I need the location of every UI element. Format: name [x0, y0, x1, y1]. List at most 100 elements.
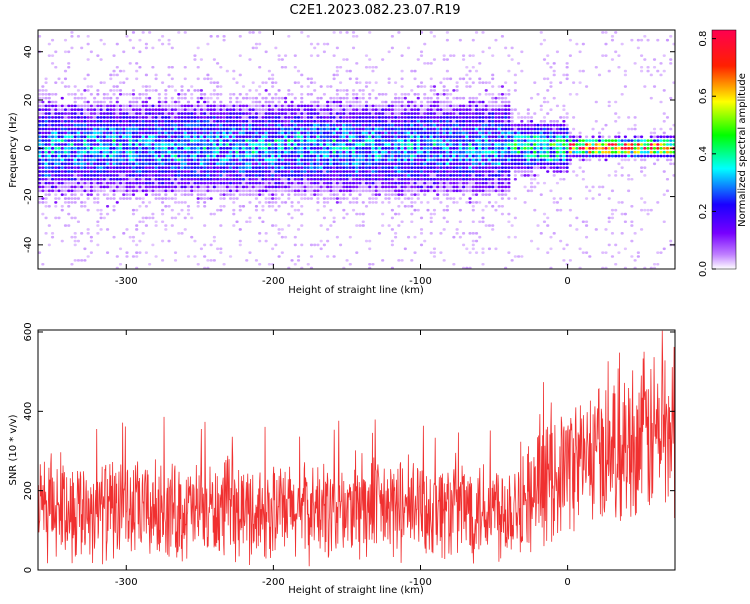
spectrogram-cell — [99, 116, 103, 119]
spectrogram-cell — [452, 139, 456, 142]
spectrogram-cell — [355, 197, 359, 200]
spectrogram-cell — [228, 112, 233, 115]
spectrogram-cell — [364, 135, 369, 139]
spectrogram-cell — [455, 189, 459, 193]
spectrogram-cell — [507, 181, 511, 185]
spectrogram-cell — [216, 92, 220, 96]
spectrogram-cell — [267, 100, 271, 104]
spectrogram-cell — [274, 193, 278, 197]
spectrogram-cell — [193, 185, 197, 189]
spectrogram-cell — [125, 170, 129, 173]
spectrogram-cell — [83, 177, 87, 181]
spectrogram-cell — [283, 166, 288, 169]
spectrogram-cell — [390, 193, 394, 197]
spectrogram-cell — [76, 239, 81, 243]
spectrogram-cell — [112, 112, 116, 115]
spectrogram-cell — [449, 127, 453, 131]
spectrogram-cell — [342, 135, 346, 139]
spectrogram-cell — [400, 131, 404, 135]
spectrogram-cell — [232, 112, 236, 115]
spectrogram-cell — [183, 147, 187, 150]
spectrogram-cell — [410, 212, 414, 216]
spectrogram-cell — [400, 162, 404, 166]
spectrogram-cell — [313, 158, 317, 162]
spectrogram-cell — [474, 166, 479, 169]
spectrogram-cell — [458, 77, 462, 81]
spectrogram-cell — [345, 259, 349, 262]
spectrogram-cell — [406, 166, 411, 169]
spectrogram-cell — [277, 100, 281, 104]
spectrogram-cell — [338, 139, 343, 142]
spectrogram-cell — [70, 185, 74, 189]
spectrogram-cell — [47, 42, 51, 46]
spectrogram-cell — [426, 96, 430, 100]
spectrogram-cell — [442, 104, 446, 108]
spectrogram-cell — [423, 147, 427, 150]
spectrogram-cell — [491, 174, 495, 177]
spectrogram-cell — [449, 154, 453, 158]
spectrogram-cell — [112, 166, 116, 169]
spectrogram-cell — [494, 131, 498, 135]
spectrogram-cell — [93, 96, 97, 100]
spectrogram-cell — [429, 170, 433, 173]
spectrogram-cell — [449, 54, 453, 57]
spectrogram-cell — [105, 154, 110, 158]
spectrogram-cell — [358, 212, 362, 216]
spectrogram-cell — [555, 143, 560, 146]
spectrogram-cell — [109, 150, 113, 154]
spectrogram-cell — [513, 139, 517, 142]
spectrogram-cell — [131, 120, 136, 123]
spectrogram-cell — [258, 162, 262, 166]
spectrogram-cell — [105, 150, 110, 154]
spectrogram-cell — [497, 123, 501, 127]
spectrogram-cell — [254, 46, 259, 50]
spectrogram-cell — [364, 177, 369, 181]
spectrogram-cell — [261, 123, 265, 127]
spectrogram-cell — [303, 143, 307, 146]
spectrogram-cell — [348, 170, 352, 173]
spectrogram-cell — [148, 112, 152, 115]
spectrogram-cell — [170, 104, 174, 108]
spectrogram-cell — [167, 85, 171, 88]
spectrogram-cell — [271, 197, 275, 200]
spectrogram-cell — [148, 154, 152, 158]
spectrogram-cell — [193, 147, 197, 150]
spectrogram-cell — [193, 174, 197, 177]
spectrogram-cell — [212, 174, 216, 177]
spectrogram-cell — [258, 131, 262, 135]
spectrogram-cell — [280, 193, 284, 197]
spectrogram-cell — [173, 100, 178, 104]
spectrogram-cell — [306, 127, 310, 131]
spectrogram-cell — [536, 139, 540, 142]
spectrogram-cell — [478, 116, 482, 119]
spectrogram-cell — [160, 174, 165, 177]
spectrogram-cell — [99, 170, 103, 173]
spectrogram-cell — [219, 127, 223, 131]
spectrogram-cell — [219, 92, 223, 96]
spectrogram-cell — [128, 104, 132, 108]
spectrogram-cell — [199, 166, 204, 169]
spectrogram-cell — [465, 135, 469, 139]
spectrogram-cell — [148, 181, 152, 185]
spectrogram-cell — [309, 158, 314, 162]
spectrogram-cell — [458, 174, 462, 177]
spectrogram-cell — [351, 162, 356, 166]
spectrogram-cell — [413, 92, 417, 96]
spectrogram-cell — [245, 259, 249, 262]
spectrogram-cell — [319, 116, 323, 119]
spectrogram-cell — [546, 166, 550, 169]
spectrogram-cell — [549, 162, 553, 166]
spectrogram-cell — [309, 123, 314, 127]
spectrogram-cell — [245, 123, 249, 127]
spectrogram-cell — [332, 166, 336, 169]
spectrogram-cell — [500, 100, 505, 104]
spectrogram-cell — [400, 170, 404, 173]
spectrogram-cell — [384, 197, 388, 200]
spectrogram-cell — [303, 197, 307, 200]
spectrogram-cell — [86, 131, 90, 135]
spectrogram-cell — [403, 170, 407, 173]
spectrogram-cell — [203, 158, 207, 162]
spectrogram-cell — [54, 147, 58, 150]
spectrogram-cell — [115, 189, 119, 193]
spectrogram-cell — [280, 65, 284, 69]
